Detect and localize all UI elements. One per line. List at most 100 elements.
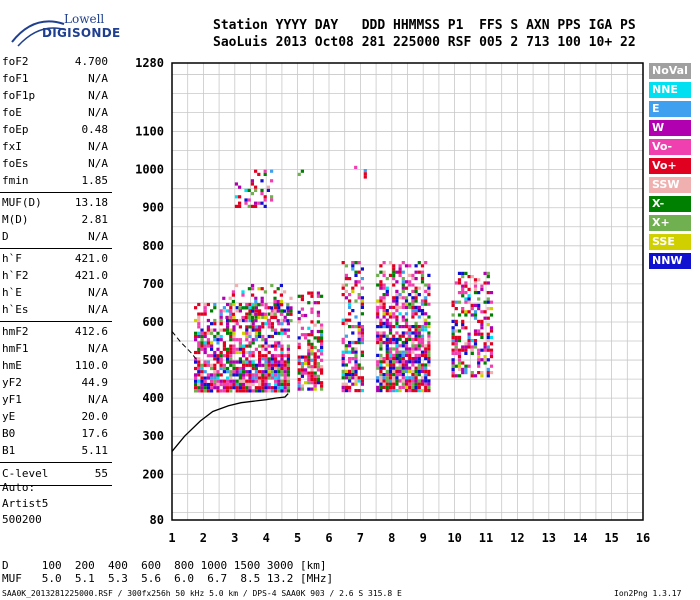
echo-point (376, 385, 380, 389)
legend-item: Vo- (649, 139, 691, 155)
echo-point (395, 299, 399, 303)
echo-point (245, 331, 249, 335)
echo-point (280, 373, 284, 377)
echo-point (283, 382, 287, 387)
echo-point (258, 389, 262, 393)
echo-point (277, 386, 281, 390)
echo-point (344, 369, 348, 373)
echo-point (213, 338, 217, 342)
echo-point (244, 319, 248, 323)
echo-point (242, 344, 246, 348)
echo-point (286, 389, 290, 393)
echo-point (360, 382, 364, 386)
echo-point (235, 386, 239, 390)
echo-point (273, 312, 277, 316)
echo-point (229, 370, 233, 374)
echo-point (261, 315, 265, 319)
echo-point (263, 172, 267, 176)
echo-point (297, 368, 301, 372)
echo-point (388, 353, 393, 357)
echo-point (232, 366, 236, 371)
echo-point (357, 328, 361, 332)
echo-point (254, 363, 258, 367)
echo-point (274, 347, 278, 351)
echo-point (382, 376, 386, 380)
param-label: foEs (2, 157, 29, 170)
clevel-value: 55 (94, 467, 108, 480)
echo-point (297, 317, 301, 321)
echo-point (235, 389, 239, 393)
param-value: N/A (88, 157, 108, 170)
echo-point (261, 338, 265, 342)
echo-point (385, 334, 389, 338)
echo-point (254, 309, 258, 313)
echo-point (248, 379, 252, 383)
echo-point (477, 355, 481, 359)
legend-item: SSE (649, 234, 691, 250)
echo-point (420, 369, 425, 373)
echo-point (392, 296, 396, 300)
echo-point (219, 309, 223, 313)
param-label: yE (2, 410, 16, 423)
echo-point (251, 338, 255, 342)
echo-point (222, 309, 226, 313)
echo-point (470, 275, 474, 279)
echo-point (277, 341, 281, 345)
echo-point (382, 379, 386, 383)
echo-point (286, 366, 290, 371)
echo-point (280, 363, 284, 367)
echo-point (213, 354, 217, 358)
echo-point (341, 382, 345, 386)
echo-point (283, 315, 287, 319)
echo-point (467, 335, 471, 339)
echo-point (417, 286, 421, 290)
logo-lowell-text: Lowell (64, 12, 105, 26)
param-value: 412.6 (74, 325, 108, 338)
echo-point (388, 341, 393, 345)
echo-point (258, 360, 262, 364)
param-separator (0, 248, 112, 249)
echo-point (414, 353, 418, 357)
echo-point (388, 385, 393, 389)
echo-point (480, 326, 484, 330)
echo-point (480, 323, 484, 327)
echo-point (310, 377, 314, 382)
echo-point (310, 374, 314, 378)
echo-point (276, 309, 280, 313)
echo-point (300, 387, 304, 391)
echo-point (457, 351, 462, 355)
echo-point (238, 185, 242, 189)
echo-point (464, 364, 468, 368)
echo-point (280, 344, 284, 348)
echo-point (385, 325, 389, 329)
echo-point (219, 328, 223, 332)
echo-point (392, 305, 396, 309)
echo-point (307, 361, 311, 366)
echo-point (222, 366, 226, 371)
echo-point (360, 341, 364, 345)
echo-point (427, 373, 431, 377)
echo-point (427, 350, 431, 354)
echo-point (382, 315, 386, 319)
echo-point (270, 373, 274, 377)
echo-point (477, 332, 481, 336)
echo-point (414, 325, 418, 329)
echo-point (354, 270, 358, 274)
echo-point (382, 366, 386, 370)
echo-point (261, 334, 265, 339)
echo-point (235, 350, 239, 355)
echo-point (385, 379, 389, 383)
echo-point (261, 344, 265, 348)
echo-point (360, 328, 364, 332)
echo-point (404, 321, 409, 325)
echo-point (251, 341, 255, 345)
echo-point (267, 370, 271, 374)
echo-point (473, 310, 478, 314)
echo-point (261, 322, 265, 326)
echo-point (417, 328, 421, 332)
echo-point (344, 277, 348, 281)
echo-point (388, 315, 393, 319)
echo-point (297, 172, 301, 176)
echo-point (480, 348, 484, 352)
x-tick-label: 10 (447, 531, 461, 545)
